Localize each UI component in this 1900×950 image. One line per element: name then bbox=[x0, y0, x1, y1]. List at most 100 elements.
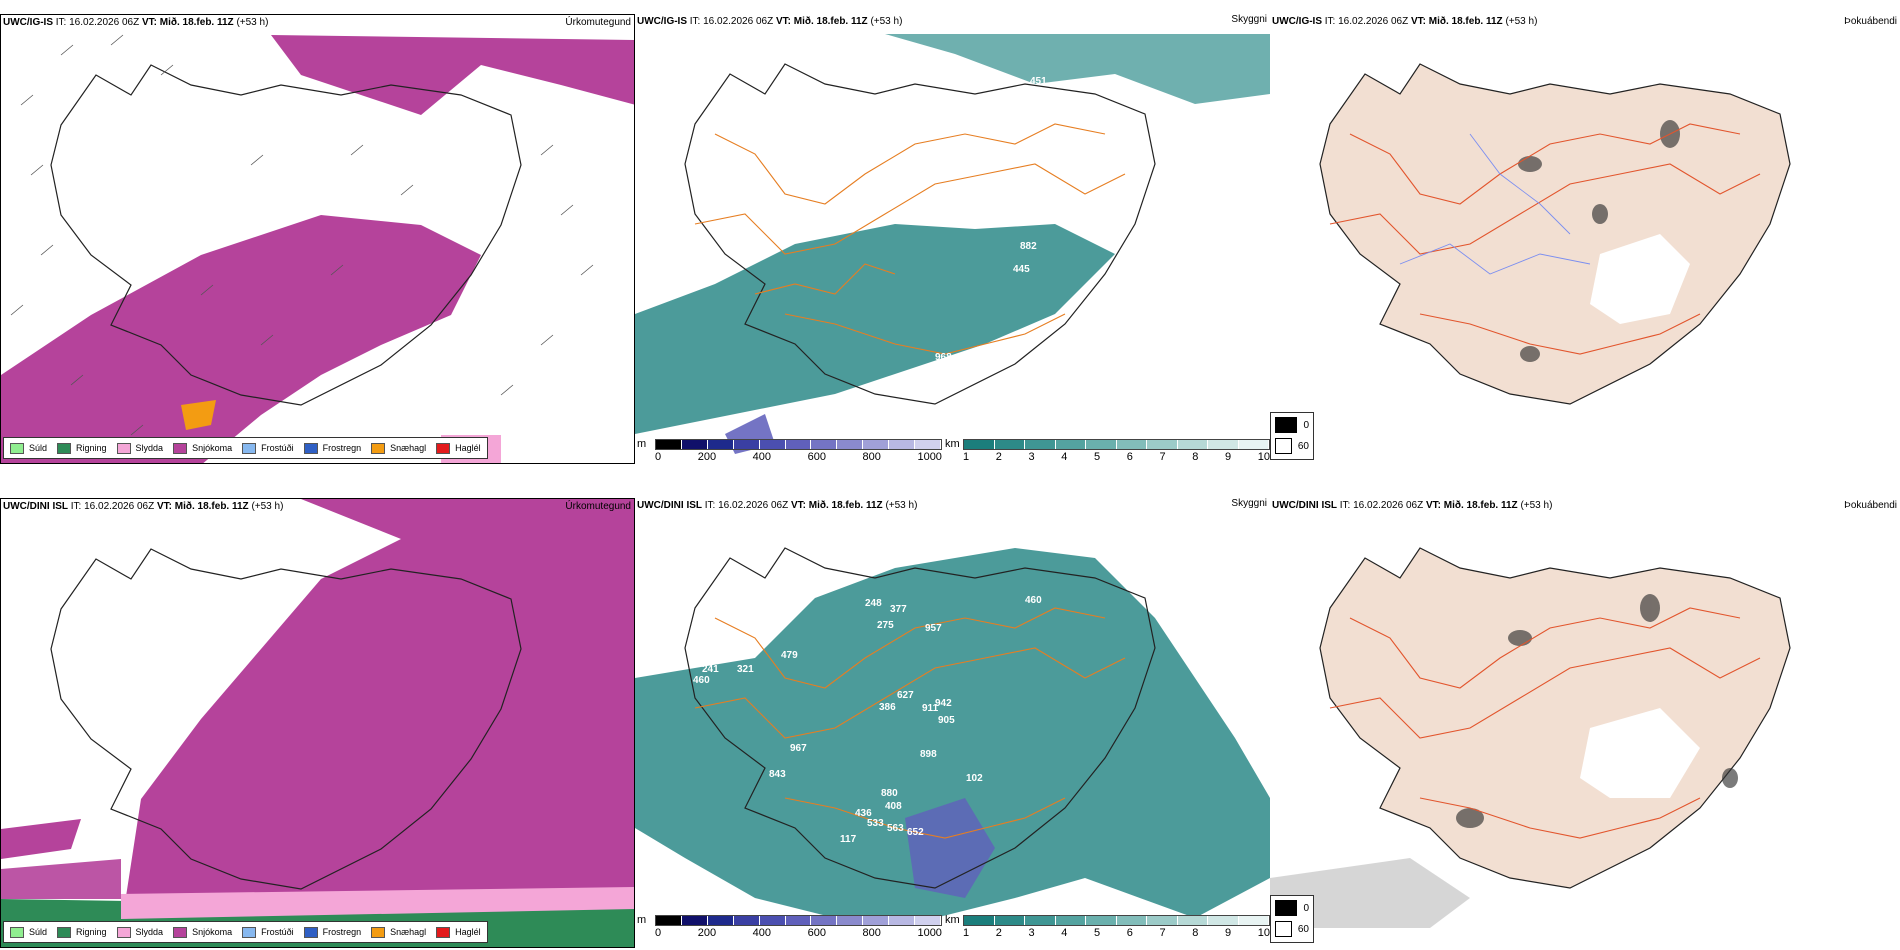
it-label: IT: bbox=[704, 500, 716, 511]
precip-map bbox=[1, 499, 634, 947]
scale-tick: 0 bbox=[655, 927, 662, 939]
scale-tick: 2 bbox=[995, 451, 1002, 463]
visibility-value-label: 117 bbox=[840, 834, 857, 845]
visibility-value-label: 241 bbox=[702, 664, 719, 675]
it-label: IT: bbox=[70, 501, 82, 512]
precip-legend-item: Slydda bbox=[116, 926, 163, 938]
scale-unit: km bbox=[945, 438, 960, 450]
scale-segment bbox=[994, 439, 1025, 449]
header-row1: UWC/IG-IS IT: 16.02.2026 06Z VT: Mið. 18… bbox=[3, 17, 268, 28]
legend-swatch bbox=[1275, 900, 1298, 916]
scale-segment bbox=[707, 915, 734, 925]
vt-label: VT: bbox=[1425, 500, 1441, 511]
visibility-panel-row1: 451 882 445 968 382 UWC/IG-IS IT: 16.02.2026… bbox=[635, 14, 1270, 464]
scale-tick: 10 bbox=[1257, 451, 1270, 463]
scale-segment bbox=[707, 439, 734, 449]
legend-label: Slydda bbox=[135, 443, 164, 453]
vt-value: Mið. 18.feb. 11Z bbox=[808, 500, 883, 511]
scale-tick: 600 bbox=[807, 927, 826, 939]
visibility-value-label: 460 bbox=[1025, 595, 1042, 606]
scale-segment bbox=[681, 915, 708, 925]
it-value: 16.02.2026 06Z bbox=[718, 500, 789, 511]
scale-tick: 8 bbox=[1192, 927, 1199, 939]
precip-legend-item: Slydda bbox=[116, 442, 164, 454]
visibility-map: 451 882 445 968 382 bbox=[635, 34, 1270, 454]
legend-swatch bbox=[303, 442, 318, 454]
legend-swatch bbox=[436, 926, 451, 938]
precip-legend-item: Súld bbox=[10, 926, 47, 938]
legend-swatch bbox=[1275, 438, 1292, 454]
visibility-value-label: 957 bbox=[925, 623, 942, 634]
scale-segment bbox=[811, 439, 838, 449]
precip-legend-item: Snæhagl bbox=[371, 926, 427, 938]
legend-label: Frostregn bbox=[322, 443, 362, 453]
fog-panel-row2: UWC/DINI ISL IT: 16.02.2026 06Z VT: Mið.… bbox=[1270, 498, 1900, 948]
scale-tick: 8 bbox=[1192, 451, 1199, 463]
precip-panel-row2: UWC/DINI ISL IT: 16.02.2026 06Z VT: Mið.… bbox=[0, 498, 635, 948]
scale-tick: 9 bbox=[1225, 927, 1232, 939]
fog-map bbox=[1270, 547, 1791, 928]
scale-segment bbox=[1177, 439, 1208, 449]
scale-segment bbox=[889, 439, 916, 449]
visibility-value-label: 898 bbox=[920, 749, 937, 760]
scale-tick: 400 bbox=[752, 927, 771, 939]
visibility-value-label: 479 bbox=[781, 650, 798, 661]
scale-tick: 6 bbox=[1126, 451, 1133, 463]
scale-unit: km bbox=[945, 914, 960, 926]
visibility-value-label: 451 bbox=[1030, 76, 1047, 87]
lead-time: (+53 h) bbox=[1520, 500, 1553, 511]
scale-segment bbox=[1147, 439, 1178, 449]
fog-legend-item: 0 bbox=[1275, 899, 1309, 917]
it-value: 16.02.2026 06Z bbox=[1353, 500, 1424, 511]
legend-label: Frostúði bbox=[261, 443, 294, 453]
vis-scale-km: km 1 2 3 4 5 6 7 8 9 10 bbox=[945, 438, 1270, 464]
vis-scale-m: m 0 200 400 600 800 1000 bbox=[637, 438, 942, 464]
scale-tick: 800 bbox=[862, 451, 881, 463]
legend-swatch bbox=[173, 926, 188, 938]
scale-unit: m bbox=[637, 438, 647, 450]
visibility-value-label: 905 bbox=[938, 715, 955, 726]
scale-tick: 3 bbox=[1028, 451, 1035, 463]
header-row2-vis: UWC/DINI ISL IT: 16.02.2026 06Z VT: Mið.… bbox=[637, 500, 917, 511]
lead-time: (+53 h) bbox=[236, 17, 269, 28]
scale-segment bbox=[1177, 915, 1208, 925]
scale-segment bbox=[1116, 439, 1147, 449]
legend-label: 0 bbox=[1303, 902, 1309, 914]
scale-segment bbox=[811, 915, 838, 925]
scale-unit: m bbox=[637, 914, 647, 926]
visibility-value-label: 321 bbox=[737, 664, 754, 675]
legend-label: Snæhagl bbox=[390, 927, 427, 937]
it-value: 16.02.2026 06Z bbox=[1338, 16, 1409, 27]
fog-legend: 0 60 bbox=[1270, 412, 1314, 460]
scale-segment bbox=[656, 439, 682, 449]
visibility-value-label: 627 bbox=[897, 690, 914, 701]
legend-swatch bbox=[371, 442, 386, 454]
legend-label: Frostregn bbox=[322, 927, 362, 937]
legend-label: 0 bbox=[1303, 419, 1309, 431]
legend-swatch bbox=[436, 442, 451, 454]
visibility-value-label: 843 bbox=[769, 769, 786, 780]
scale-segment bbox=[889, 915, 916, 925]
scale-tick: 0 bbox=[655, 451, 662, 463]
vt-label: VT: bbox=[141, 17, 157, 28]
vt-value: Mið. 18.feb. 11Z bbox=[174, 501, 249, 512]
visibility-panel-row2: 248 377 275 957 460 479 241 321 460 627 942 386 911 9… bbox=[635, 498, 1270, 948]
scale-tick: 10 bbox=[1257, 927, 1270, 939]
model-name: UWC/DINI ISL bbox=[1272, 500, 1337, 511]
panel-title-visibility: Skyggni bbox=[1231, 14, 1267, 25]
scale-tick: 4 bbox=[1061, 927, 1068, 939]
scale-tick: 5 bbox=[1094, 451, 1101, 463]
panel-title-visibility: Skyggni bbox=[1231, 498, 1267, 509]
scale-segment bbox=[1116, 915, 1147, 925]
visibility-value-label: 652 bbox=[907, 827, 924, 838]
vt-value: Mið. 18.feb. 11Z bbox=[159, 17, 234, 28]
scale-tick: 1000 bbox=[917, 451, 942, 463]
fog-legend-item: 60 bbox=[1275, 920, 1309, 938]
legend-label: Haglél bbox=[455, 927, 481, 937]
scale-segment bbox=[1055, 439, 1086, 449]
legend-label: Súld bbox=[29, 443, 48, 453]
visibility-value-label: 533 bbox=[867, 818, 884, 829]
scale-tick: 9 bbox=[1225, 451, 1232, 463]
vis-scale-km: km 1 2 3 4 5 6 7 8 9 10 bbox=[945, 914, 1270, 947]
